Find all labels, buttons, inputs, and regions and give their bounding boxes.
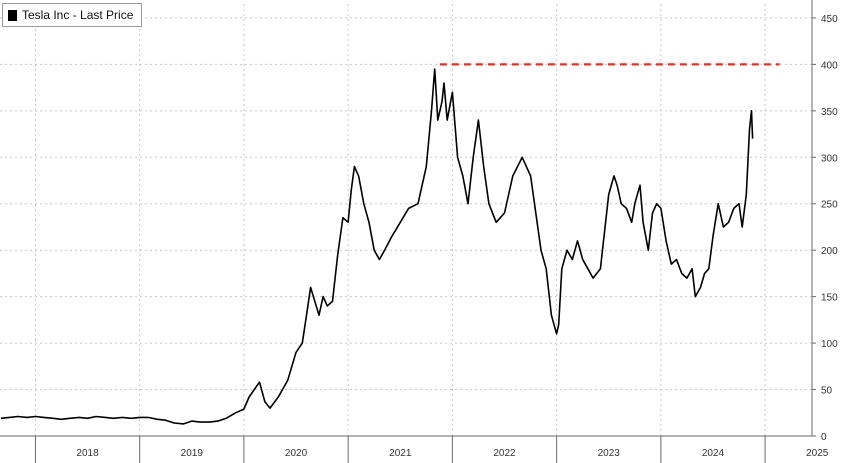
- y-tick-label-300: 300: [821, 153, 838, 164]
- x-tick-label-2022: 2022: [493, 448, 516, 459]
- y-tick-label-200: 200: [821, 246, 838, 257]
- y-tick-label-100: 100: [821, 339, 838, 350]
- y-tick-label-250: 250: [821, 200, 838, 211]
- y-tick-labels: 0 50 100 150 200 250 300 350 400 450: [821, 14, 838, 443]
- chart-legend: Tesla Inc - Last Price: [2, 3, 143, 27]
- y-tick-label-400: 400: [821, 60, 838, 71]
- x-tick-label-2021: 2021: [389, 448, 412, 459]
- x-tick-label-2018: 2018: [76, 448, 99, 459]
- x-tick-labels: 2018 2019 2020 2021 2022 2023 2024 2025: [76, 448, 828, 459]
- legend-label: Tesla Inc - Last Price: [22, 8, 134, 22]
- y-tick-label-50: 50: [821, 386, 833, 397]
- x-tick-label-2024: 2024: [702, 448, 725, 459]
- x-tick-label-2023: 2023: [598, 448, 621, 459]
- y-tick-label-350: 350: [821, 107, 838, 118]
- series-group: [0, 68, 754, 425]
- x-tick-label-2020: 2020: [285, 448, 308, 459]
- y-tick-label-0: 0: [821, 432, 827, 443]
- y-tick-label-450: 450: [821, 14, 838, 25]
- y-tick-label-150: 150: [821, 293, 838, 304]
- x-tick-label-2019: 2019: [181, 448, 204, 459]
- series-line-0: [0, 68, 754, 425]
- grid-lines: [0, 4, 812, 436]
- axes: [0, 0, 816, 463]
- legend-swatch-icon: [8, 9, 17, 21]
- x-tick-label-2025: 2025: [806, 448, 829, 459]
